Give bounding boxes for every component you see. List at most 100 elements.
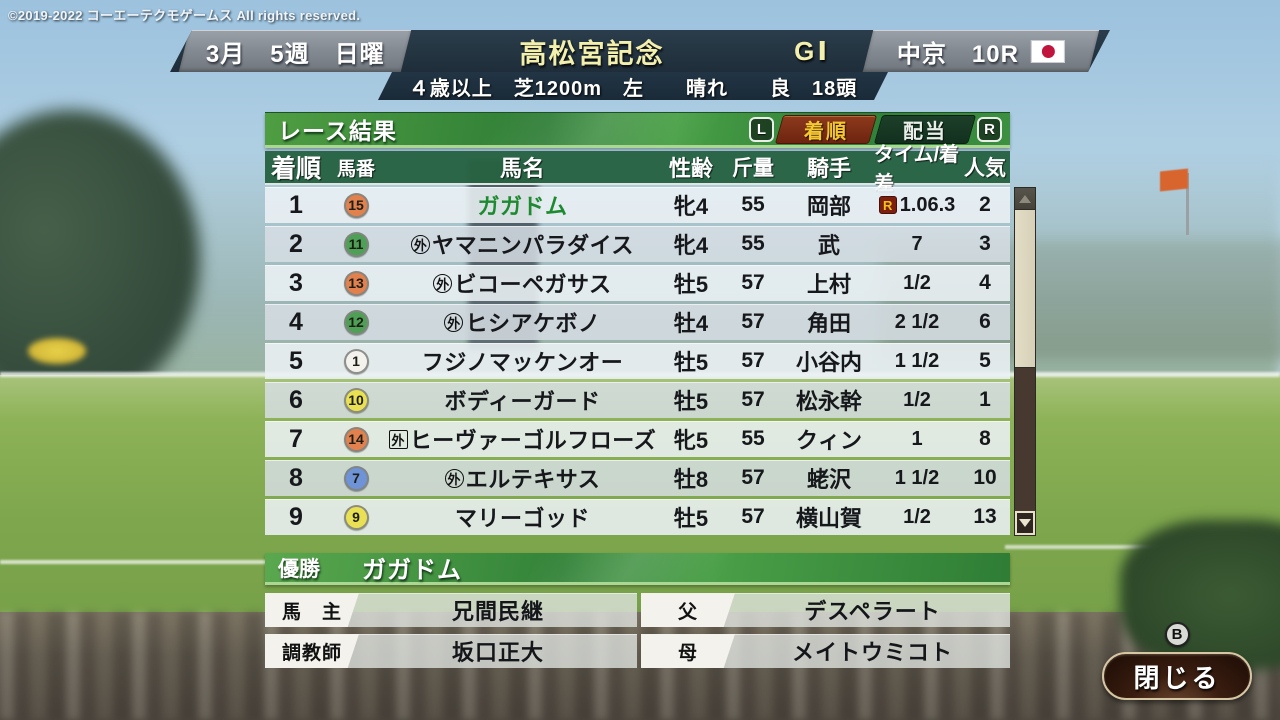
horse-number-badge: 13 (343, 270, 369, 296)
carried-weight: 57 (741, 310, 765, 333)
background-umbrella (28, 338, 86, 364)
scrollbar-thumb[interactable] (1015, 210, 1035, 368)
popularity: 1 (979, 388, 991, 411)
detail-cell: 調教師 坂口正大 (265, 634, 637, 668)
time-or-margin: 1 (911, 427, 923, 450)
race-name: 高松宮記念 (519, 38, 665, 69)
time-margin-cell: 7 (874, 233, 960, 256)
time-or-margin: 1 1/2 (894, 466, 940, 489)
time-or-margin: 1 1/2 (894, 349, 940, 372)
time-margin-cell: 1/2 (874, 389, 960, 412)
record-icon: R (878, 196, 897, 214)
detail-cell: 母 メイトウミコト (641, 634, 1010, 668)
horse-number-cell: 10 (327, 387, 385, 413)
time-margin-cell: 1 (874, 428, 960, 451)
jockey-name: 蛯沢 (806, 467, 851, 492)
column-weight: 斤量 (732, 157, 774, 180)
popularity: 8 (979, 427, 991, 450)
horse-number-badge: 10 (343, 387, 369, 413)
horse-name-cell: ボディーガード (385, 384, 660, 416)
date-chip: 3月 5週 日曜 (179, 30, 411, 72)
carried-weight: 55 (741, 193, 765, 216)
horse-name: ガガドム (477, 194, 568, 219)
race-date: 3月 5週 日曜 (205, 40, 385, 68)
horse-number-cell: 1 (327, 348, 385, 374)
race-header-center: 高松宮記念 GⅠ (406, 30, 868, 72)
detail-cell: 父 デスペラート (641, 593, 1010, 627)
finish-position: 7 (289, 424, 303, 453)
detail-value: デスペラート (804, 599, 941, 624)
winner-label: 優勝 (278, 557, 320, 581)
close-button[interactable]: 閉じる (1102, 652, 1252, 700)
time-margin-cell: R 1.06.3 (874, 194, 960, 217)
result-row: 1 15 ガガドム 牝4 55 岡部 R 1.06.3 2 (265, 187, 1010, 223)
results-scrollbar[interactable] (1014, 187, 1036, 536)
tab-finish-order[interactable]: 着順 (774, 114, 878, 144)
result-row: 3 13 外ビコーペガサス 牡5 57 上村 1/2 4 (265, 265, 1010, 301)
detail-value: 坂口正大 (451, 640, 544, 665)
race-result-panel-bar: レース結果 L 着順 配当 R (265, 112, 1010, 148)
sex-age: 牝5 (673, 428, 709, 453)
right-bumper-button[interactable]: R (977, 116, 1002, 142)
horse-name: ヤマニンパラダイス (432, 233, 634, 258)
result-row: 7 14 外ヒーヴァーゴルフローズ 牝5 55 クィン 1 8 (265, 421, 1010, 457)
column-popularity: 人気 (964, 157, 1006, 180)
column-horse-name: 馬名 (499, 156, 545, 181)
horse-number-cell: 11 (327, 231, 385, 257)
background-tree (0, 110, 200, 410)
panel-title: レース結果 (278, 118, 397, 144)
finish-position: 2 (289, 229, 303, 258)
time-margin-cell: 1 1/2 (874, 467, 960, 490)
finish-position: 8 (289, 463, 303, 492)
gamepad-b-icon: B (1164, 622, 1190, 647)
carried-weight: 55 (741, 232, 765, 255)
horse-name-cell: 外ビコーペガサス (385, 267, 660, 299)
column-finish-pos: 着順 (270, 155, 321, 183)
left-bumper-button[interactable]: L (749, 116, 774, 142)
finish-position: 4 (289, 307, 303, 336)
sex-age: 牝4 (673, 233, 709, 258)
detail-value: 兄間民継 (451, 599, 544, 624)
background-flag (1160, 168, 1188, 192)
popularity: 4 (979, 271, 991, 294)
time-or-margin: 1/2 (903, 505, 931, 528)
jockey-name: 角田 (806, 311, 851, 336)
popularity: 6 (979, 310, 991, 333)
horse-number-badge: 1 (343, 348, 369, 374)
sex-age: 牡5 (673, 389, 709, 414)
track-chip: 中京 10R (863, 30, 1099, 72)
time-margin-cell: 2 1/2 (874, 311, 960, 334)
scroll-up-arrow-icon[interactable] (1015, 188, 1035, 210)
detail-label: 調教師 (265, 634, 359, 668)
scroll-down-arrow-icon[interactable] (1015, 511, 1035, 535)
carried-weight: 57 (741, 388, 765, 411)
horse-name-cell: 外エルテキサス (385, 462, 660, 494)
winner-bar: 優勝 ガガドム (265, 553, 1010, 585)
finish-position: 9 (289, 502, 303, 531)
result-row: 5 1 フジノマッケンオー 牡5 57 小谷内 1 1/2 5 (265, 343, 1010, 379)
result-row: 4 12 外ヒシアケボノ 牡4 57 角田 2 1/2 6 (265, 304, 1010, 340)
horse-number-cell: 15 (327, 192, 385, 218)
result-row: 2 11 外ヤマニンパラダイス 牝4 55 武 7 3 (265, 226, 1010, 262)
foreign-horse-marker-icon: 外 (388, 429, 408, 449)
carried-weight: 57 (741, 466, 765, 489)
winner-horse-name: ガガドム (362, 557, 462, 584)
detail-value: メイトウミコト (791, 640, 953, 665)
race-grade: GⅠ (794, 35, 830, 66)
race-conditions: ４歳以上 芝1200m 左 晴れ 良 18頭 (378, 72, 888, 100)
horse-name-cell: フジノマッケンオー (385, 345, 660, 377)
scrollbar-track[interactable] (1015, 368, 1035, 511)
horse-name: フジノマッケンオー (421, 350, 624, 375)
sex-age: 牝4 (673, 194, 709, 219)
column-sex-age: 性齢 (668, 156, 713, 181)
winner-details: 馬 主 兄間民継 父 デスペラート 調教師 坂口正大 母 メイトウミコト (265, 593, 1010, 668)
horse-name: ヒシアケボノ (465, 311, 601, 336)
time-or-margin: 1.06.3 (899, 193, 956, 216)
sex-age: 牡5 (673, 272, 709, 297)
popularity: 10 (973, 466, 997, 489)
horse-name-cell: 外ヒシアケボノ (385, 306, 660, 338)
result-row: 6 10 ボディーガード 牡5 57 松永幹 1/2 1 (265, 382, 1010, 418)
background-bush (1120, 520, 1280, 670)
horse-number-cell: 14 (327, 426, 385, 452)
